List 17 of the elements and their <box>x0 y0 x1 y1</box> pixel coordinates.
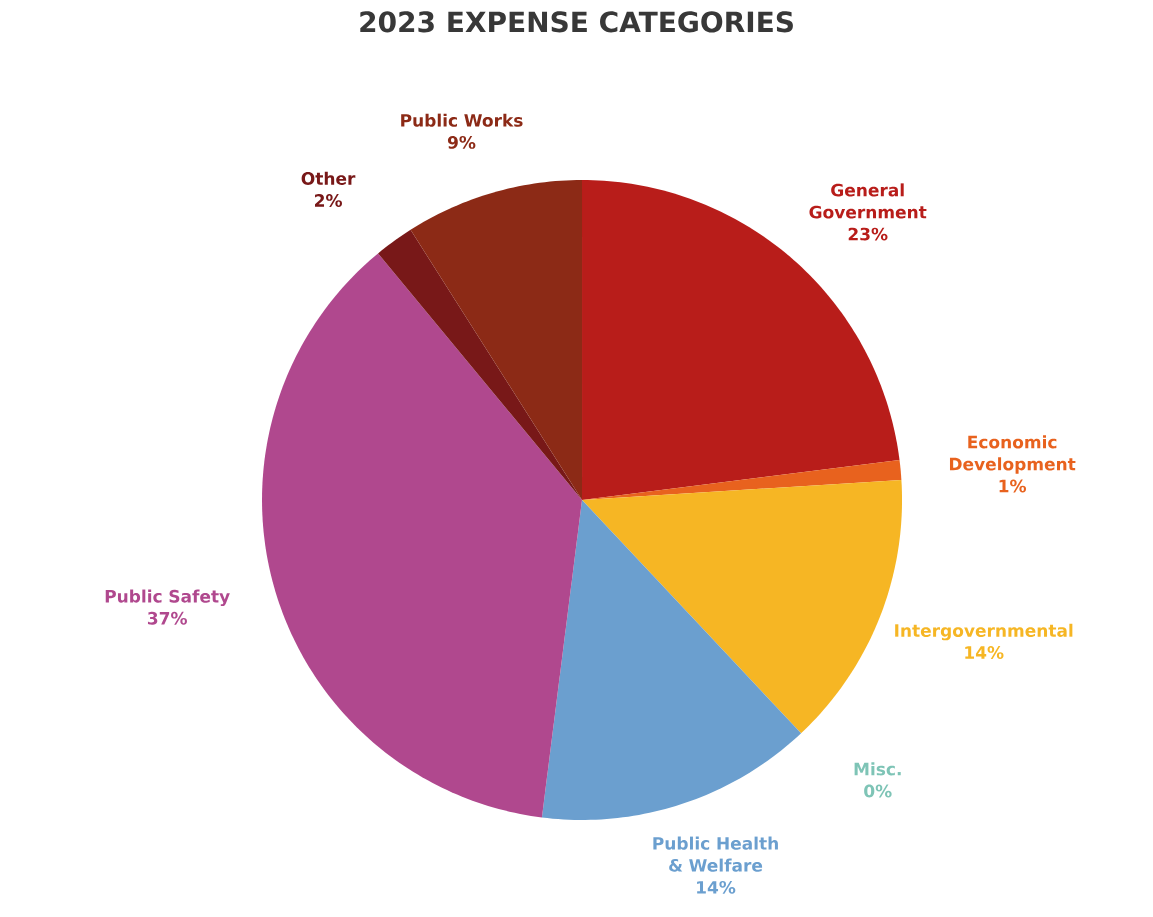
text: 0% <box>864 784 892 798</box>
slice-label: Public Safety <box>105 589 230 607</box>
chart-title: 2023 EXPENSE CATEGORIES <box>360 11 793 33</box>
data-label: 14% <box>697 880 736 894</box>
data-label: 2% <box>315 194 342 207</box>
slice-label: General Government <box>809 183 927 219</box>
data-label: 37% <box>147 611 187 625</box>
slice-label: Other <box>301 171 356 185</box>
data-label: 23% <box>848 227 888 241</box>
slice-label: Intergovernmental <box>895 623 1073 641</box>
slice-label: Public Works <box>401 113 523 127</box>
category-label: Misc. <box>854 762 901 776</box>
data-label: 9% <box>447 135 476 149</box>
slice-label: Economic Development <box>949 435 1076 474</box>
slice-label: Public Health & Welfare <box>653 836 778 872</box>
data-label: 1% <box>999 479 1027 493</box>
data-label: 14% <box>965 646 1004 659</box>
